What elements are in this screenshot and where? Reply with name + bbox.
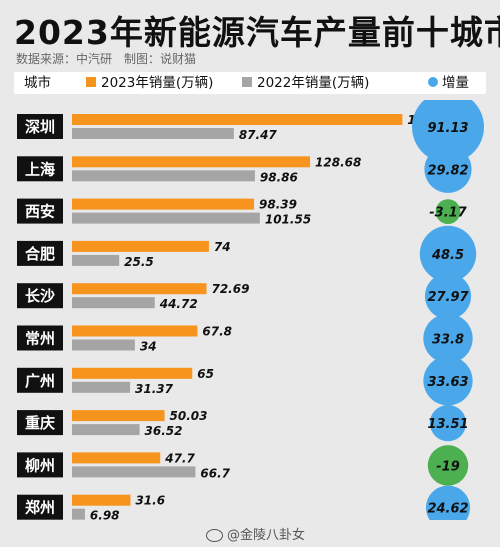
value-label-2022: 25.5 bbox=[124, 255, 154, 269]
value-label-2022: 31.37 bbox=[135, 382, 174, 396]
legend-swatch-2023 bbox=[86, 76, 96, 87]
legend-item-2022: 2022年销量(万辆) bbox=[242, 72, 369, 94]
legend-item-2023: 2023年销量(万辆) bbox=[86, 72, 213, 94]
city-label: 合肥 bbox=[24, 245, 55, 263]
chart-title: 2023年新能源汽车产量前十城市 bbox=[14, 13, 500, 52]
value-label-2022: 6.98 bbox=[90, 509, 120, 520]
city-label-box bbox=[17, 410, 63, 436]
value-label-2022: 98.86 bbox=[260, 170, 298, 184]
increase-bubble bbox=[424, 145, 472, 193]
increase-bubble bbox=[425, 485, 471, 520]
value-label-2023: 67.8 bbox=[202, 325, 232, 339]
value-label-2022: 36.52 bbox=[145, 424, 183, 438]
increase-bubble bbox=[423, 356, 473, 406]
bar-2023 bbox=[72, 240, 209, 252]
value-label-2022: 87.47 bbox=[239, 128, 278, 142]
value-label-2023: 65 bbox=[197, 367, 214, 381]
increase-label: 27.97 bbox=[427, 290, 469, 305]
city-label: 柳州 bbox=[25, 456, 55, 474]
bar-2022 bbox=[72, 212, 260, 224]
value-label-2022: 66.7 bbox=[200, 466, 230, 480]
bar-chart: 深圳178.687.4791.13上海128.6898.8629.82西安98.… bbox=[17, 100, 484, 520]
bar-2023 bbox=[72, 114, 403, 125]
city-label-box bbox=[17, 283, 63, 309]
legend-item-increase: 增量 bbox=[428, 72, 469, 94]
bar-2022 bbox=[72, 170, 255, 182]
watermark: @金陵八卦女 bbox=[206, 524, 305, 543]
legend-swatch-2022 bbox=[242, 76, 252, 87]
value-label-2023: 72.69 bbox=[211, 282, 249, 296]
value-label-2022: 101.55 bbox=[265, 213, 311, 227]
city-label-box bbox=[17, 156, 63, 182]
bar-2022 bbox=[72, 297, 155, 309]
legend-dot-increase bbox=[428, 76, 438, 87]
city-label-box bbox=[17, 114, 63, 139]
city-label: 上海 bbox=[25, 160, 55, 178]
value-label-2023: 50.03 bbox=[170, 409, 208, 423]
city-label: 广州 bbox=[25, 372, 55, 390]
city-label-box bbox=[17, 198, 63, 224]
legend: 城市 2023年销量(万辆) 2022年销量(万辆) 增量 bbox=[14, 72, 486, 94]
bar-2023 bbox=[72, 367, 193, 379]
bar-2022 bbox=[72, 508, 85, 520]
increase-label: 33.8 bbox=[432, 333, 464, 348]
increase-label: 13.51 bbox=[427, 417, 468, 432]
city-label: 深圳 bbox=[25, 118, 55, 136]
increase-label: 29.82 bbox=[427, 163, 468, 178]
city-label: 西安 bbox=[25, 203, 55, 221]
bar-2023 bbox=[72, 452, 161, 464]
bar-2022 bbox=[72, 254, 120, 266]
weibo-icon bbox=[206, 529, 223, 542]
legend-label-2022: 2022年销量(万辆) bbox=[257, 75, 370, 91]
increase-bubble bbox=[429, 404, 467, 442]
city-label-box bbox=[17, 240, 63, 266]
bar-2023 bbox=[72, 198, 255, 210]
increase-bubble bbox=[419, 225, 477, 283]
city-label: 长沙 bbox=[25, 287, 55, 305]
legend-city-label: 城市 bbox=[24, 75, 51, 91]
bar-2023 bbox=[72, 156, 311, 168]
bar-2023 bbox=[72, 325, 198, 337]
city-label-box bbox=[17, 367, 63, 393]
city-label-box bbox=[17, 494, 63, 520]
bar-2022 bbox=[72, 424, 140, 436]
increase-bubble bbox=[424, 273, 472, 320]
increase-label: -3.17 bbox=[429, 206, 467, 221]
bar-2023 bbox=[72, 410, 165, 422]
city-label: 郑州 bbox=[25, 499, 55, 517]
chart-source: 数据来源：中汽研 制图：说财猫 bbox=[16, 52, 197, 66]
increase-label: 24.62 bbox=[427, 502, 468, 517]
value-label-2023: 128.68 bbox=[315, 155, 361, 169]
value-label-2022: 34 bbox=[140, 340, 157, 354]
increase-label: 33.63 bbox=[427, 375, 468, 390]
legend-label-2023: 2023年销量(万辆) bbox=[101, 75, 214, 91]
bar-2022 bbox=[72, 339, 135, 351]
city-label-box bbox=[17, 452, 63, 478]
bar-2023 bbox=[72, 283, 207, 295]
bar-2022 bbox=[72, 128, 234, 139]
value-label-2022: 44.72 bbox=[159, 297, 198, 311]
increase-bubble bbox=[435, 199, 461, 225]
increase-label: 91.13 bbox=[427, 121, 468, 136]
city-label: 常州 bbox=[25, 330, 55, 348]
city-label: 重庆 bbox=[25, 414, 55, 432]
value-label-2023: 47.7 bbox=[164, 451, 195, 465]
increase-label: -19 bbox=[436, 459, 460, 474]
value-label-2023: 31.6 bbox=[135, 494, 165, 508]
increase-bubble bbox=[423, 313, 473, 364]
increase-bubble bbox=[412, 100, 484, 163]
increase-bubble bbox=[427, 445, 469, 486]
value-label-2023: 74 bbox=[214, 240, 231, 254]
watermark-text: @金陵八卦女 bbox=[227, 528, 306, 543]
bar-2023 bbox=[72, 494, 131, 506]
legend-label-increase: 增量 bbox=[442, 75, 469, 91]
value-label-2023: 98.39 bbox=[259, 198, 297, 212]
city-label-box bbox=[17, 325, 63, 351]
bar-2022 bbox=[72, 466, 196, 478]
bar-2022 bbox=[72, 381, 131, 393]
increase-label: 48.5 bbox=[431, 248, 464, 263]
